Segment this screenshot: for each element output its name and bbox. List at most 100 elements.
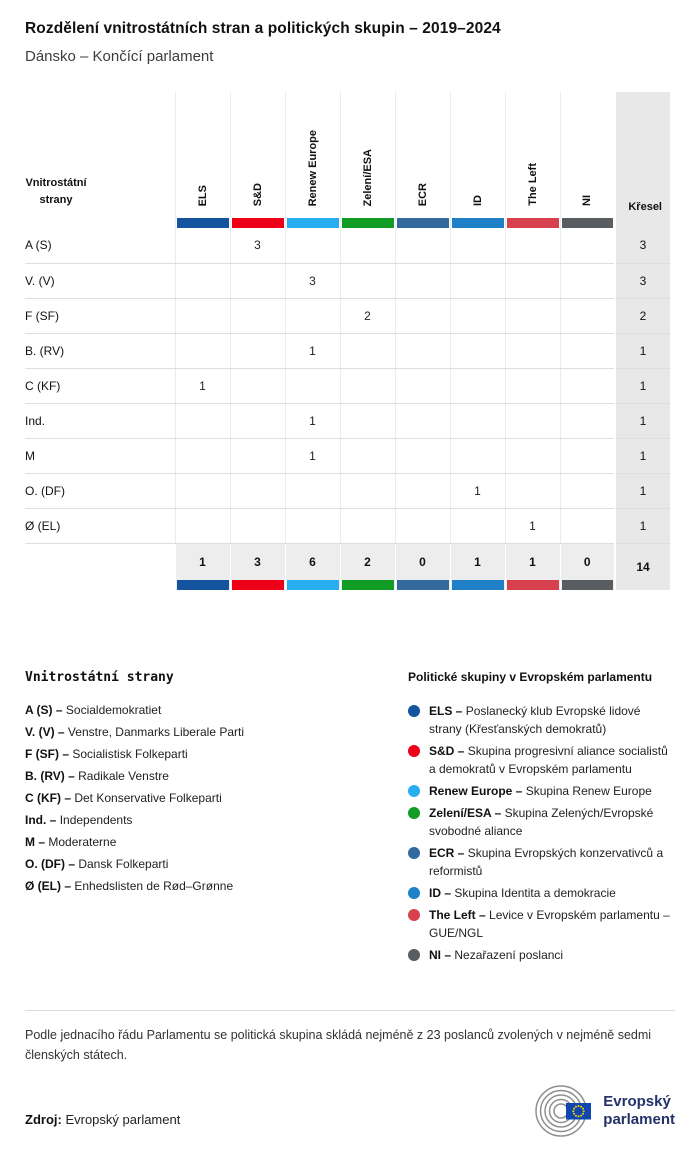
totals-label-cell xyxy=(25,543,175,590)
group-color-dot xyxy=(408,744,420,757)
seat-cell xyxy=(229,508,285,544)
page-subtitle: Dánsko – Končící parlament xyxy=(25,48,214,65)
seat-cell xyxy=(339,333,395,369)
seat-cell xyxy=(284,368,340,404)
column-header-id: ID xyxy=(449,92,505,228)
column-total-cell: 0 xyxy=(394,543,450,590)
table-row: O. (DF) 1 1 xyxy=(25,473,670,509)
seats-total-cell: 1 xyxy=(614,508,670,544)
seat-cell xyxy=(559,263,615,299)
seat-cell: 1 xyxy=(449,473,505,509)
group-color-dot xyxy=(408,886,420,899)
seats-total-cell: 2 xyxy=(614,298,670,334)
seat-cell: 1 xyxy=(284,333,340,369)
seat-cell xyxy=(504,473,560,509)
seat-cell xyxy=(559,508,615,544)
party-label: O. (DF) xyxy=(25,473,175,509)
footnote: Podle jednacího řádu Parlamentu se polit… xyxy=(25,1027,652,1062)
seat-cell xyxy=(174,438,230,474)
seat-cell xyxy=(394,508,450,544)
column-header-renew: Renew Europe xyxy=(284,92,340,228)
table-row: Ø (EL) 1 1 xyxy=(25,508,670,544)
seats-column-label: Křesel xyxy=(628,201,662,213)
party-label: A (S) xyxy=(25,228,175,264)
seat-cell xyxy=(394,263,450,299)
group-legend-item: ECR – Skupina Evropských konzervativců a… xyxy=(408,844,675,880)
group-legend-item: Renew Europe – Skupina Renew Europe xyxy=(408,782,675,800)
seat-cell xyxy=(449,403,505,439)
seat-cell xyxy=(339,228,395,264)
seat-cell xyxy=(394,228,450,264)
seat-cell xyxy=(394,473,450,509)
seat-cell xyxy=(504,438,560,474)
group-color-dot xyxy=(408,806,420,819)
column-total-cell: 2 xyxy=(339,543,395,590)
column-total: 1 xyxy=(529,554,536,569)
group-color-bar xyxy=(561,218,613,228)
column-label: Renew Europe xyxy=(306,129,319,206)
party-label: M xyxy=(25,438,175,474)
group-color-bar xyxy=(451,218,504,228)
parties-legend: Vnitrostátní strany A (S) – Socialdemokr… xyxy=(25,670,408,968)
table-row: V. (V) 3 3 xyxy=(25,263,670,299)
column-label: ID xyxy=(471,195,484,206)
column-label: ECR xyxy=(416,182,429,206)
column-total-cell: 0 xyxy=(559,543,615,590)
column-header-ecr: ECR xyxy=(394,92,450,228)
seat-cell xyxy=(229,298,285,334)
seat-cell: 1 xyxy=(284,438,340,474)
legend-section: Vnitrostátní strany A (S) – Socialdemokr… xyxy=(25,670,675,968)
parties-legend-heading: Vnitrostátní strany xyxy=(25,669,174,685)
seat-cell xyxy=(339,438,395,474)
seat-cell xyxy=(504,368,560,404)
party-label: F (SF) xyxy=(25,298,175,334)
row-header-label: Vnitrostátní strany xyxy=(25,176,87,207)
seat-cell xyxy=(394,438,450,474)
seat-cell xyxy=(394,298,450,334)
seat-cell xyxy=(229,473,285,509)
seat-cell xyxy=(559,473,615,509)
seat-cell xyxy=(339,263,395,299)
seat-cell: 3 xyxy=(284,263,340,299)
seat-cell xyxy=(449,228,505,264)
group-legend-item: Zelení/ESA – Skupina Zelených/Evropské s… xyxy=(408,804,675,840)
divider xyxy=(25,1009,675,1011)
column-total-cell: 1 xyxy=(504,543,560,590)
party-label: Ø (EL) xyxy=(25,508,175,544)
seat-cell: 1 xyxy=(504,508,560,544)
seat-cell xyxy=(174,228,230,264)
seats-total-cell: 1 xyxy=(614,473,670,509)
party-label: B. (RV) xyxy=(25,333,175,369)
seat-cell xyxy=(559,228,615,264)
group-legend-item: NI – Nezařazení poslanci xyxy=(408,946,675,964)
column-label: NI xyxy=(581,195,594,206)
group-color-bar xyxy=(396,218,449,228)
seat-cell xyxy=(449,368,505,404)
seat-cell xyxy=(504,228,560,264)
totals-row: 1 3 6 2 0 xyxy=(25,543,670,590)
party-label: Ind. xyxy=(25,403,175,439)
column-label: The Left xyxy=(526,163,539,206)
seat-cell xyxy=(339,403,395,439)
seat-cell: 2 xyxy=(339,298,395,334)
group-color-dot xyxy=(408,908,420,921)
party-label: C (KF) xyxy=(25,368,175,404)
column-header-seats: Křesel xyxy=(614,92,670,228)
seat-cell: 3 xyxy=(229,228,285,264)
seat-cell xyxy=(229,368,285,404)
seats-total-cell: 1 xyxy=(614,403,670,439)
group-color-bar xyxy=(231,218,284,228)
party-legend-item: O. (DF) – Dansk Folkeparti xyxy=(25,856,169,871)
group-color-bar xyxy=(341,579,394,590)
group-color-bar xyxy=(506,579,559,590)
seats-total-cell: 3 xyxy=(614,263,670,299)
group-color-dot xyxy=(408,846,420,859)
group-color-dot xyxy=(408,784,420,797)
seat-cell xyxy=(229,403,285,439)
row-header-title: Vnitrostátní strany xyxy=(25,92,175,228)
column-total-cell: 1 xyxy=(449,543,505,590)
seat-cell xyxy=(504,298,560,334)
group-color-bar xyxy=(176,579,229,590)
table-row: F (SF) 2 2 xyxy=(25,298,670,334)
footer: Zdroj: Evropský parlament xyxy=(25,1084,675,1151)
